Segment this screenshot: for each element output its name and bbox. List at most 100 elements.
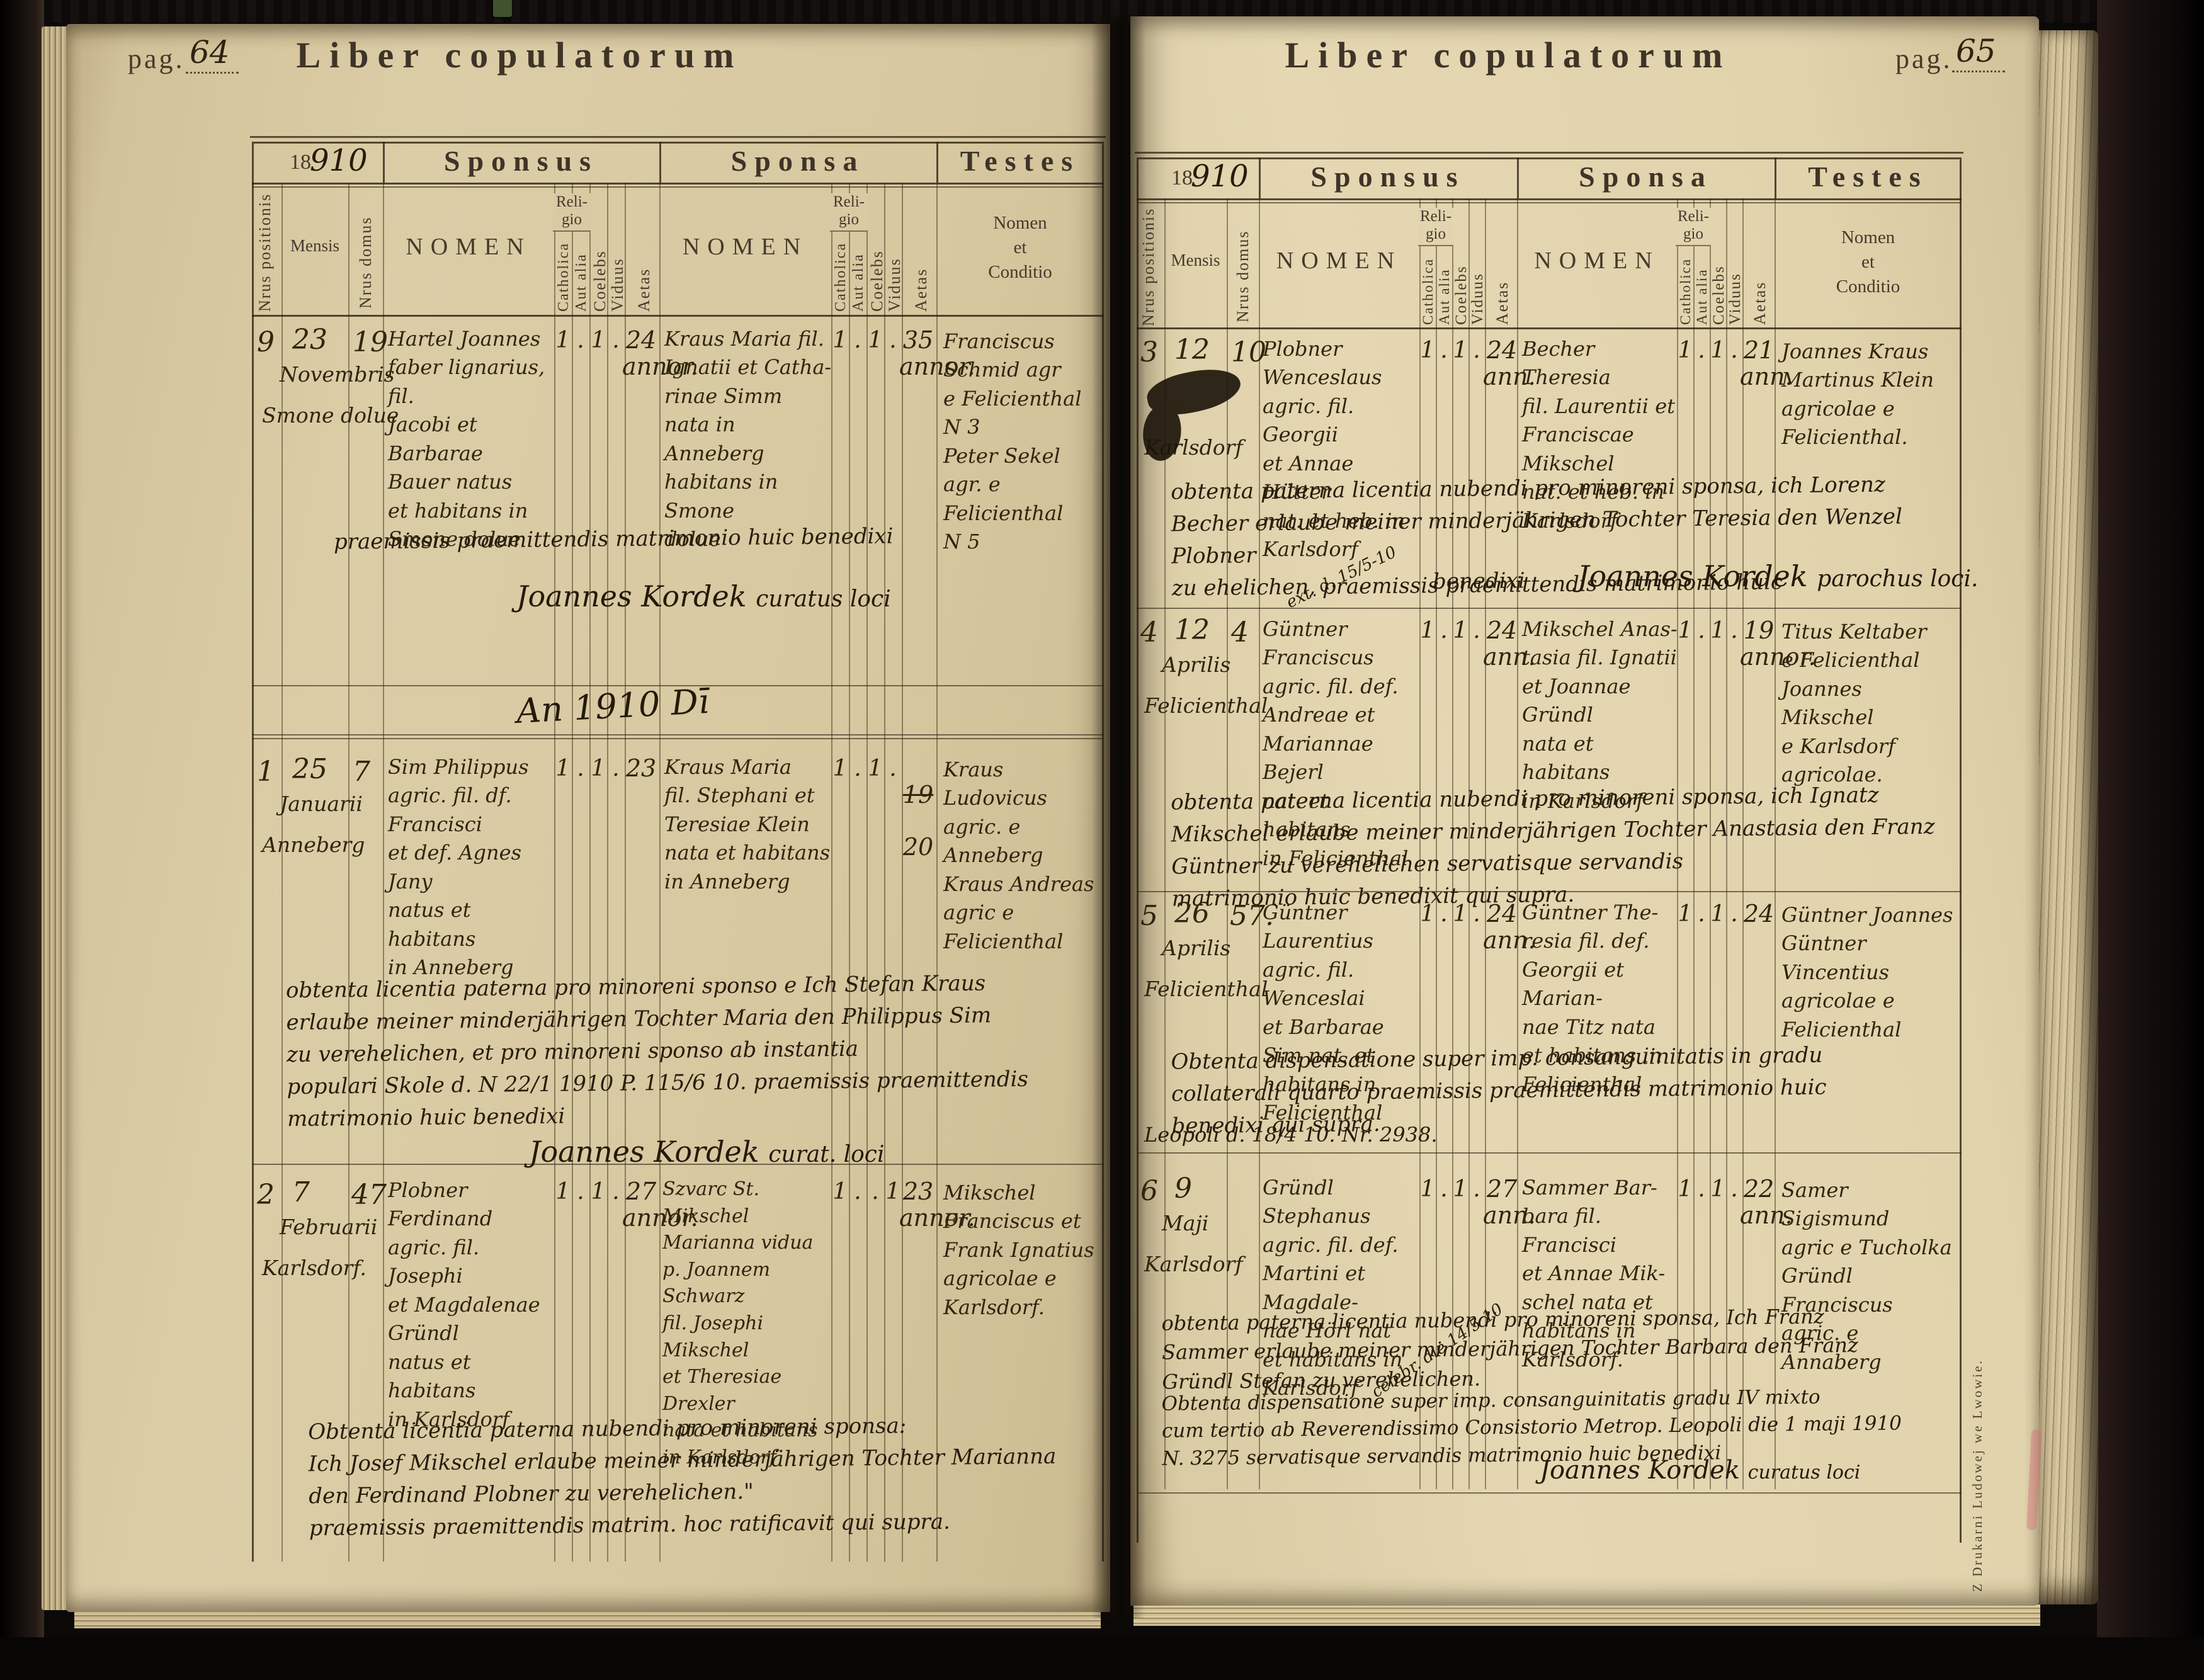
table-line bbox=[1137, 608, 1962, 609]
table-row: 1 25 Januarii Anneberg 7 Sim Philippus a… bbox=[252, 738, 1104, 1169]
entry-place: Karlsdorf. bbox=[262, 1256, 366, 1280]
page-label: pag. bbox=[1895, 43, 1953, 74]
testes-names: Güntner Joannes Güntner Vincentius agric… bbox=[1781, 903, 1953, 1041]
column-rule-line bbox=[1419, 198, 1421, 1489]
mark-viduus: . bbox=[1473, 1176, 1480, 1202]
mark-catholica: 1 bbox=[1678, 901, 1693, 927]
year-interlude: An 1910 Dī bbox=[515, 681, 710, 731]
column-rule-line bbox=[589, 183, 591, 1562]
testes-names: Franciscus Schmid agr e Felicienthal N 3… bbox=[943, 329, 1082, 554]
column-rule-line bbox=[866, 183, 868, 1562]
entry-place: Felicienthal bbox=[1144, 977, 1268, 1001]
header-viduus-sponsus: Viduus bbox=[1469, 273, 1486, 325]
header-nomen-sponsa: NOMEN bbox=[1534, 247, 1660, 274]
table-line bbox=[383, 142, 385, 183]
header-aetas-sponsus: Aetas bbox=[1493, 281, 1511, 325]
column-rule-line bbox=[849, 183, 850, 1562]
header-viduus-sponsa: Viduus bbox=[1727, 273, 1744, 325]
mark-coelebs: 1 bbox=[1710, 901, 1725, 927]
entry-day: 26 bbox=[1174, 897, 1210, 929]
entry-place: Karlsdorf bbox=[1144, 1252, 1243, 1276]
sponsa-age-corrected: 20 bbox=[902, 833, 934, 861]
mark-catholica: 1 bbox=[555, 327, 571, 353]
header-religio-sponsa: Reli- gio bbox=[830, 193, 868, 232]
mark-aut-alia: . bbox=[577, 756, 584, 781]
sponsus-age: 24 ann. bbox=[1483, 616, 1536, 671]
year-handwritten: 910 bbox=[310, 143, 368, 178]
entry-house: 4 bbox=[1231, 616, 1249, 649]
header-sponsus: Sponsus bbox=[443, 145, 599, 177]
column-rule-line bbox=[1742, 198, 1744, 1489]
table-line bbox=[252, 685, 1104, 686]
sponsa-name: Kraus Maria fil. Stephani et Teresiae Kl… bbox=[664, 755, 831, 894]
entry-date: 7 Februarii Karlsdorf. bbox=[262, 1176, 378, 1280]
header-nomen-sponsus: NOMEN bbox=[1276, 247, 1402, 274]
entry-note: Obtenta licentia paterna nubendi pro min… bbox=[308, 1413, 1057, 1541]
header-viduus-sponsa: Viduus bbox=[885, 258, 904, 312]
column-rule-line bbox=[554, 183, 555, 1562]
table-line bbox=[1137, 327, 1962, 329]
entry-note: obtenta paterna licentia nubendi pro min… bbox=[1161, 1304, 1858, 1394]
entry-house: 10 bbox=[1231, 336, 1266, 368]
ink-blot bbox=[1143, 362, 1245, 421]
page-title: Liber copulatorum bbox=[296, 35, 743, 76]
column-rule-line bbox=[1517, 198, 1518, 1489]
signature-title: curat. loci bbox=[768, 1142, 885, 1167]
column-rule-line bbox=[625, 183, 626, 1562]
column-rule-line bbox=[1436, 198, 1437, 1489]
table-row: 6 9 Maji Karlsdorf Gründl Stephanus agri… bbox=[1137, 1152, 1962, 1492]
year-interlude-row: An 1910 Dī bbox=[252, 681, 1104, 738]
entry-note-2: benedixi bbox=[1432, 568, 1525, 594]
testes-names: Samer Sigismund agric e Tucholka Gründl … bbox=[1781, 1178, 1952, 1374]
page-title: Liber copulatorum bbox=[1285, 35, 1732, 76]
mark-viduus: . bbox=[1730, 901, 1738, 927]
sponsus-age: 27 ann. bbox=[1483, 1175, 1536, 1229]
mark-catholica: 1 bbox=[555, 1179, 571, 1205]
header-testes: Testes bbox=[960, 145, 1081, 177]
entry-date: 9 Maji Karlsdorf bbox=[1144, 1172, 1243, 1276]
header-catholica-sponsus: Catholica bbox=[555, 242, 572, 312]
mark-aut-alia: . bbox=[1440, 1176, 1448, 1202]
signature-title: curatus loci bbox=[756, 586, 891, 612]
header-sponsa: Sponsa bbox=[1579, 161, 1713, 193]
entry-month: Februarii bbox=[280, 1215, 378, 1239]
mark-aut-alia: . bbox=[854, 1179, 861, 1205]
column-rule-line bbox=[1775, 198, 1776, 1489]
mark-aut-alia: . bbox=[1440, 618, 1448, 644]
mark-aut-alia: . bbox=[577, 327, 584, 353]
entry-month: Aprilis bbox=[1162, 936, 1231, 960]
page-number: 65 bbox=[1952, 33, 2005, 72]
column-rule-line bbox=[1726, 198, 1727, 1489]
mark-viduus: . bbox=[889, 327, 897, 353]
header-religio-sponsus: Reli- gio bbox=[553, 193, 591, 232]
header-aut-alia-sponsus: Aut alia bbox=[1436, 268, 1452, 325]
page-stack-bottom-right bbox=[1133, 1604, 2040, 1626]
header-sponsa: Sponsa bbox=[730, 145, 865, 177]
year-printed: 18 bbox=[290, 150, 311, 174]
mark-catholica: 1 bbox=[1678, 1176, 1693, 1202]
sponsus-age: 27 annor. bbox=[622, 1178, 698, 1232]
mark-coelebs: 1 bbox=[1710, 1176, 1725, 1202]
table-topline bbox=[1135, 152, 1963, 154]
mark-catholica: 1 bbox=[832, 756, 848, 781]
priest-signature: Joannes Kordek curat. loci bbox=[529, 1135, 885, 1169]
signature-name: Joannes Kordek bbox=[529, 1135, 759, 1169]
signature-title: curatus loci bbox=[1747, 1461, 1861, 1484]
table-line bbox=[252, 738, 1104, 739]
header-coelebs-sponsa: Coelebs bbox=[868, 250, 886, 312]
header-aut-alia-sponsa: Aut alia bbox=[1694, 268, 1710, 325]
sponsus-name: Plobner Wenceslaus agric. fil. Georgii e… bbox=[1263, 337, 1406, 562]
mark-coelebs: 1 bbox=[1453, 618, 1468, 644]
column-rule-line bbox=[281, 183, 283, 1562]
mark-coelebs: 1 bbox=[868, 756, 883, 781]
sponsa-name: Kraus Maria fil. Ignatii et Catha- rinae… bbox=[664, 327, 832, 552]
entry-date: 12 Karlsdorf bbox=[1143, 334, 1245, 460]
entry-house: 7 bbox=[353, 756, 370, 788]
column-rule-line bbox=[902, 183, 903, 1562]
signature-name: Joannes Kordek bbox=[516, 579, 747, 613]
entry-day: 12 bbox=[1174, 334, 1210, 366]
header-coelebs-sponsus: Coelebs bbox=[1453, 265, 1470, 325]
header-nrus-domus: Nrus domus bbox=[356, 216, 375, 309]
entry-month: Januarii bbox=[280, 792, 363, 816]
page-left: pag. 64 Liber copulatorum 18 910 Sponsus… bbox=[66, 24, 1110, 1612]
